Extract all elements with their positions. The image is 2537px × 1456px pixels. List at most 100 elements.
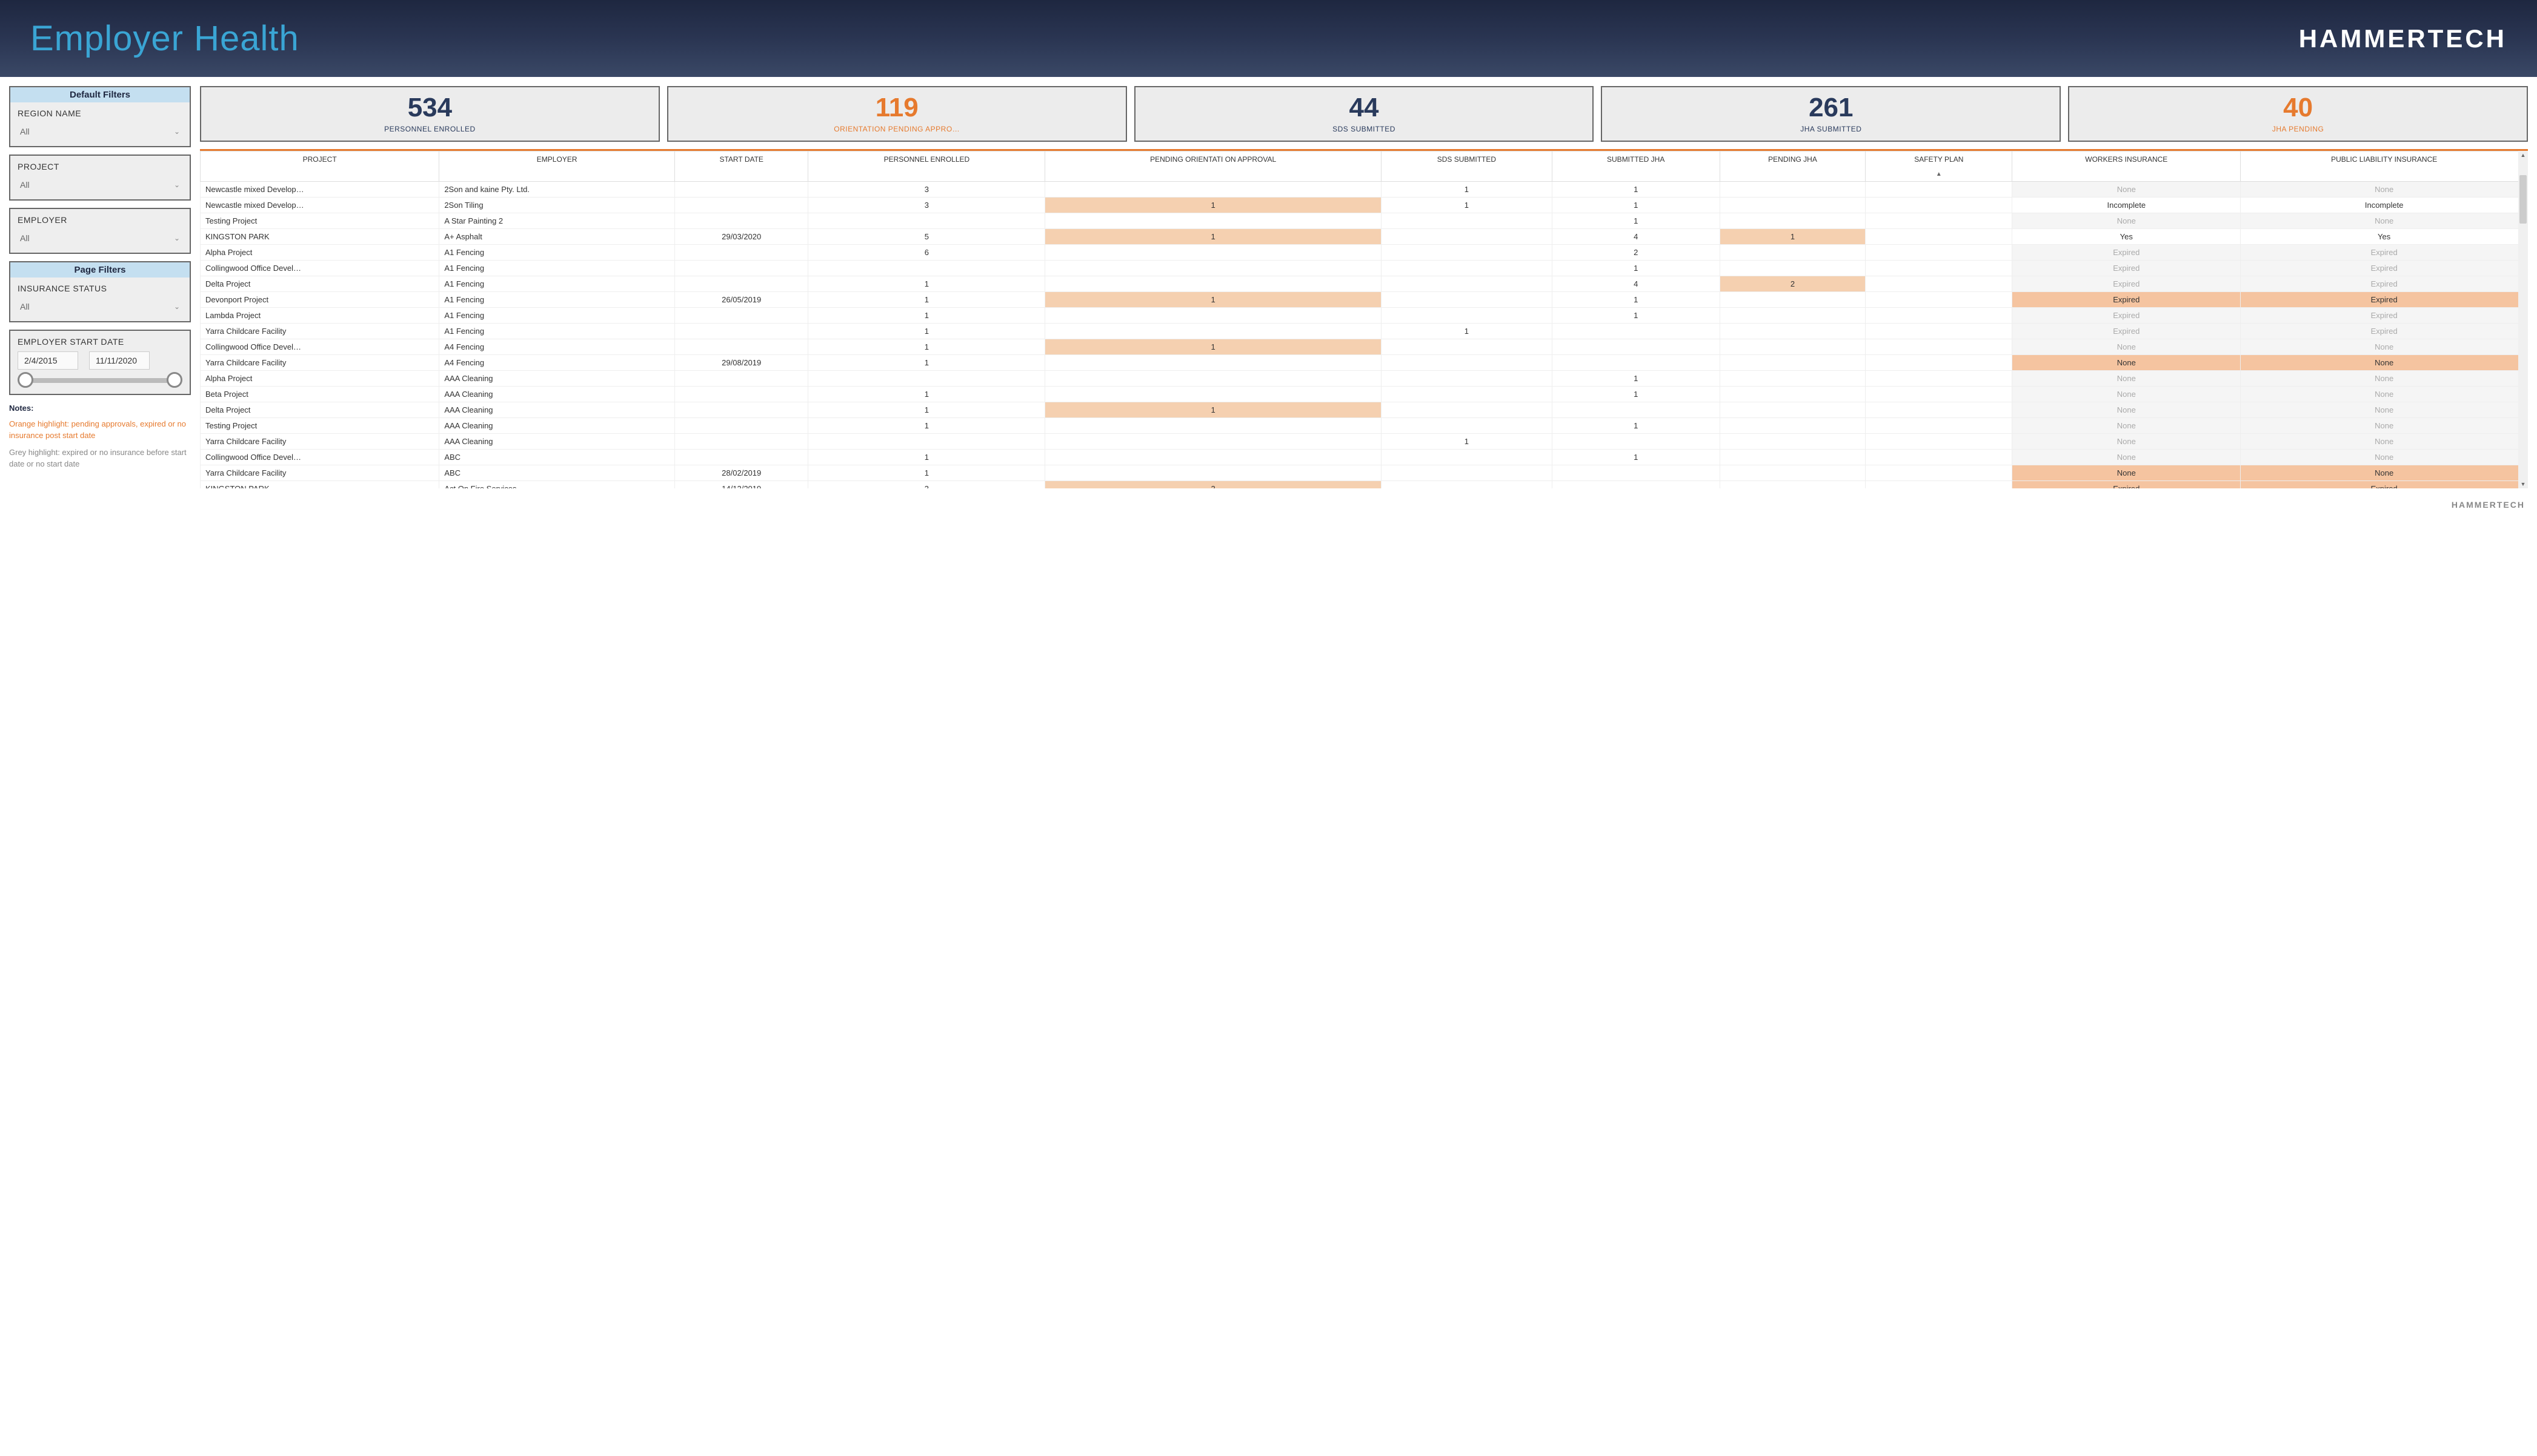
table-row[interactable]: Newcastle mixed Develop…2Son and kaine P… — [201, 182, 2528, 198]
table-cell-employer: AAA Cleaning — [439, 402, 675, 418]
table-cell-employer: A+ Asphalt — [439, 229, 675, 245]
kpi-label: PERSONNEL ENROLLED — [205, 125, 655, 133]
table-cell-sp — [1866, 308, 2012, 324]
table-column-header[interactable]: PUBLIC LIABILITY INSURANCE — [2241, 151, 2528, 182]
table-cell-pe: 5 — [808, 229, 1045, 245]
table-cell-employer: A1 Fencing — [439, 324, 675, 339]
date-range-slider[interactable] — [25, 378, 175, 383]
table-cell-pli: Expired — [2241, 276, 2528, 292]
kpi-card-0[interactable]: 534PERSONNEL ENROLLED — [200, 86, 660, 142]
table-column-header[interactable]: WORKERS INSURANCE — [2012, 151, 2241, 182]
table-cell-pli: None — [2241, 371, 2528, 387]
table-row[interactable]: Yarra Childcare FacilityA4 Fencing29/08/… — [201, 355, 2528, 371]
table-row[interactable]: Yarra Childcare FacilityABC28/02/20191No… — [201, 465, 2528, 481]
table-cell-employer: ABC — [439, 450, 675, 465]
table-row[interactable]: Alpha ProjectAAA Cleaning1NoneNone — [201, 371, 2528, 387]
table-cell-sp — [1866, 213, 2012, 229]
table-cell-wi: Expired — [2012, 324, 2241, 339]
date-from-input[interactable]: 2/4/2015 — [18, 351, 78, 370]
table-cell-pj — [1720, 308, 1866, 324]
table-cell-pj — [1720, 355, 1866, 371]
table-cell-employer: A1 Fencing — [439, 292, 675, 308]
table-cell-sds — [1381, 371, 1552, 387]
table-column-header[interactable]: PENDING ORIENTATI ON APPROVAL — [1045, 151, 1382, 182]
table-column-header[interactable]: PENDING JHA — [1720, 151, 1866, 182]
table-cell-pe — [808, 434, 1045, 450]
table-cell-sj: 1 — [1552, 182, 1720, 198]
kpi-value: 119 — [672, 93, 1122, 122]
table-cell-project: Yarra Childcare Facility — [201, 355, 439, 371]
filter-region-select[interactable]: All ⌄ — [18, 123, 182, 140]
date-to-input[interactable]: 11/11/2020 — [89, 351, 150, 370]
table-cell-employer: AAA Cleaning — [439, 434, 675, 450]
kpi-card-2[interactable]: 44SDS SUBMITTED — [1134, 86, 1594, 142]
slider-handle-right[interactable] — [167, 372, 182, 388]
table-row[interactable]: KINGSTON PARKAct On Fire Services14/12/2… — [201, 481, 2528, 489]
table-cell-employer: A1 Fencing — [439, 245, 675, 261]
filter-employer-select[interactable]: All ⌄ — [18, 230, 182, 247]
table-row[interactable]: Delta ProjectA1 Fencing142ExpiredExpired — [201, 276, 2528, 292]
table-cell-wi: Expired — [2012, 245, 2241, 261]
table-cell-wi: None — [2012, 182, 2241, 198]
table-cell-pe: 1 — [808, 308, 1045, 324]
table-column-header[interactable]: PROJECT — [201, 151, 439, 182]
table-row[interactable]: Collingwood Office Devel…A4 Fencing11Non… — [201, 339, 2528, 355]
table-row[interactable]: Yarra Childcare FacilityAAA Cleaning1Non… — [201, 434, 2528, 450]
table-row[interactable]: Alpha ProjectA1 Fencing62ExpiredExpired — [201, 245, 2528, 261]
table-cell-wi: Expired — [2012, 276, 2241, 292]
table-column-header[interactable]: EMPLOYER — [439, 151, 675, 182]
content-area: 534PERSONNEL ENROLLED119ORIENTATION PEND… — [200, 86, 2528, 488]
table-row[interactable]: Collingwood Office Devel…A1 Fencing1Expi… — [201, 261, 2528, 276]
table-row[interactable]: Lambda ProjectA1 Fencing11ExpiredExpired — [201, 308, 2528, 324]
table-cell-pe: 3 — [808, 182, 1045, 198]
table-cell-sds — [1381, 339, 1552, 355]
table-column-header[interactable]: PERSONNEL ENROLLED — [808, 151, 1045, 182]
scroll-up-icon[interactable]: ▲ — [2518, 152, 2528, 158]
kpi-card-4[interactable]: 40JHA PENDING — [2068, 86, 2528, 142]
table-row[interactable]: KINGSTON PARKA+ Asphalt29/03/20205141Yes… — [201, 229, 2528, 245]
table-row[interactable]: Delta ProjectAAA Cleaning11NoneNone — [201, 402, 2528, 418]
scrollbar-thumb[interactable] — [2519, 175, 2527, 224]
table-cell-project: Testing Project — [201, 418, 439, 434]
table-row[interactable]: Testing ProjectA Star Painting 21NoneNon… — [201, 213, 2528, 229]
table-cell-sds — [1381, 402, 1552, 418]
sidebar: Default Filters REGION NAME All ⌄ PROJEC… — [9, 86, 191, 488]
vertical-scrollbar[interactable]: ▲ ▼ — [2518, 151, 2528, 488]
table-column-header[interactable]: SDS SUBMITTED — [1381, 151, 1552, 182]
default-filters-section: Default Filters REGION NAME All ⌄ — [9, 86, 191, 147]
filter-insurance-select[interactable]: All ⌄ — [18, 298, 182, 315]
table-cell-wi: Expired — [2012, 261, 2241, 276]
table-cell-pj — [1720, 182, 1866, 198]
table-cell-sp — [1866, 371, 2012, 387]
table-cell-wi: None — [2012, 339, 2241, 355]
table-row[interactable]: Testing ProjectAAA Cleaning11NoneNone — [201, 418, 2528, 434]
table-column-header[interactable]: START DATE — [674, 151, 808, 182]
filter-project-select[interactable]: All ⌄ — [18, 176, 182, 193]
kpi-card-1[interactable]: 119ORIENTATION PENDING APPRO… — [667, 86, 1127, 142]
table-cell-poa: 1 — [1045, 229, 1382, 245]
table-cell-pe: 1 — [808, 276, 1045, 292]
kpi-card-3[interactable]: 261JHA SUBMITTED — [1601, 86, 2061, 142]
table-row[interactable]: Collingwood Office Devel…ABC11NoneNone — [201, 450, 2528, 465]
table-cell-sp — [1866, 465, 2012, 481]
table-row[interactable]: Beta ProjectAAA Cleaning11NoneNone — [201, 387, 2528, 402]
table-cell-pli: Incomplete — [2241, 198, 2528, 213]
table-cell-start: 14/12/2019 — [674, 481, 808, 489]
table-cell-pj — [1720, 450, 1866, 465]
table-cell-wi: None — [2012, 387, 2241, 402]
table-cell-start — [674, 339, 808, 355]
slider-handle-left[interactable] — [18, 372, 33, 388]
table-cell-employer: 2Son and kaine Pty. Ltd. — [439, 182, 675, 198]
table-cell-pj — [1720, 387, 1866, 402]
table-column-header[interactable]: SUBMITTED JHA — [1552, 151, 1720, 182]
table-cell-project: Delta Project — [201, 402, 439, 418]
kpi-label: JHA SUBMITTED — [1606, 125, 2056, 133]
table-row[interactable]: Devonport ProjectA1 Fencing26/05/2019111… — [201, 292, 2528, 308]
table-row[interactable]: Newcastle mixed Develop…2Son Tiling3111I… — [201, 198, 2528, 213]
chevron-down-icon: ⌄ — [174, 234, 180, 242]
table-cell-poa — [1045, 355, 1382, 371]
table-column-header[interactable]: SAFETY PLAN▲ — [1866, 151, 2012, 182]
notes-grey-text: Grey highlight: expired or no insurance … — [9, 447, 191, 470]
scroll-down-icon[interactable]: ▼ — [2518, 481, 2528, 487]
table-row[interactable]: Yarra Childcare FacilityA1 Fencing11Expi… — [201, 324, 2528, 339]
